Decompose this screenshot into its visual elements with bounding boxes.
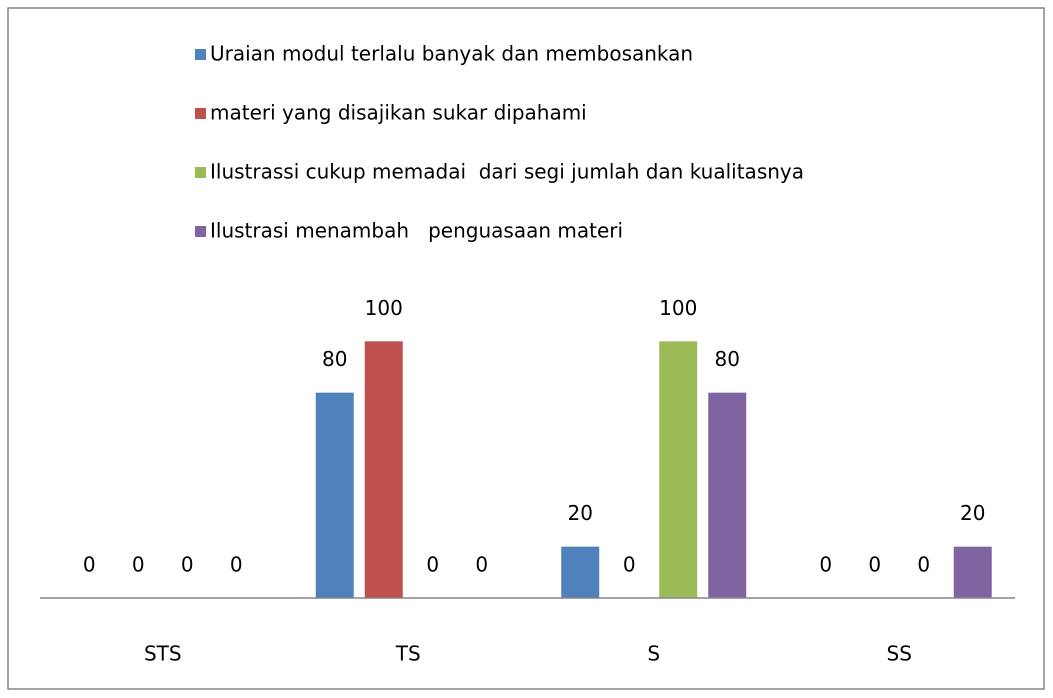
data-label: 0 xyxy=(819,553,832,577)
bar xyxy=(659,341,698,598)
legend-label: Ilustrassi cukup memadai dari segi jumla… xyxy=(210,160,804,184)
data-label: 0 xyxy=(83,553,96,577)
legend-swatch xyxy=(195,49,206,60)
data-label: 80 xyxy=(715,347,740,371)
data-label: 20 xyxy=(568,501,593,525)
legend-label: materi yang disajikan sukar dipahami xyxy=(210,101,587,125)
x-tick-label: STS xyxy=(144,642,182,666)
legend-swatch xyxy=(195,226,206,237)
data-label: 100 xyxy=(659,296,697,320)
data-label: 0 xyxy=(132,553,145,577)
data-label: 20 xyxy=(960,501,985,525)
data-label: 0 xyxy=(181,553,194,577)
legend-swatch xyxy=(195,167,206,178)
data-label: 0 xyxy=(426,553,439,577)
data-label: 0 xyxy=(868,553,881,577)
x-tick-label: SS xyxy=(887,642,912,666)
chart-frame xyxy=(7,7,1045,690)
legend-label: Ilustrasi menambah penguasaan materi xyxy=(210,219,623,243)
data-label: 0 xyxy=(230,553,243,577)
bar xyxy=(315,392,354,598)
data-label: 0 xyxy=(917,553,930,577)
data-label: 80 xyxy=(322,347,347,371)
x-tick-label: TS xyxy=(395,642,421,666)
data-label: 0 xyxy=(475,553,488,577)
bar xyxy=(953,546,992,598)
x-tick-label: S xyxy=(647,642,660,666)
data-label: 100 xyxy=(365,296,403,320)
bar xyxy=(561,546,600,598)
data-label: 0 xyxy=(623,553,636,577)
bar xyxy=(364,341,403,598)
legend-label: Uraian modul terlalu banyak dan membosan… xyxy=(210,42,693,66)
legend-swatch xyxy=(195,108,206,119)
bar xyxy=(708,392,747,598)
